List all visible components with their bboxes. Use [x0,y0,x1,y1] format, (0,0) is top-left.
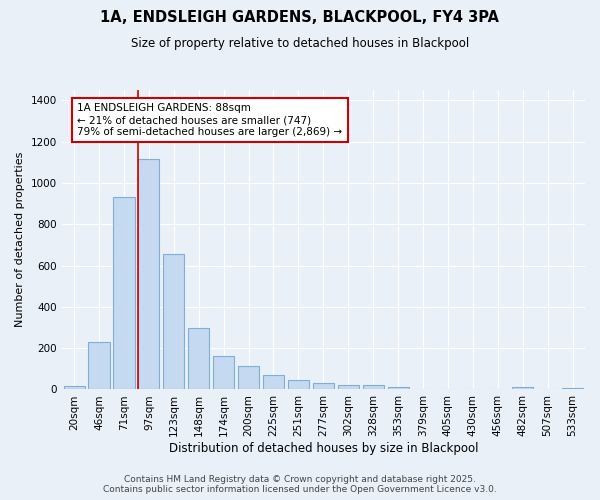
Bar [113,198,134,390]
Bar [64,386,85,390]
Bar [512,388,533,390]
Bar [213,356,234,390]
Bar [163,254,184,390]
Bar [263,375,284,390]
Bar [138,159,160,390]
Text: 1A ENDSLEIGH GARDENS: 88sqm
← 21% of detached houses are smaller (747)
79% of se: 1A ENDSLEIGH GARDENS: 88sqm ← 21% of det… [77,104,343,136]
Bar [338,386,359,390]
Bar [562,388,583,390]
Text: 1A, ENDSLEIGH GARDENS, BLACKPOOL, FY4 3PA: 1A, ENDSLEIGH GARDENS, BLACKPOOL, FY4 3P… [101,10,499,25]
Bar [313,384,334,390]
Bar [388,386,409,390]
Bar [188,328,209,390]
Y-axis label: Number of detached properties: Number of detached properties [15,152,25,328]
Text: Size of property relative to detached houses in Blackpool: Size of property relative to detached ho… [131,38,469,51]
Bar [362,386,384,390]
Bar [238,366,259,390]
Bar [88,342,110,390]
X-axis label: Distribution of detached houses by size in Blackpool: Distribution of detached houses by size … [169,442,478,455]
Text: Contains HM Land Registry data © Crown copyright and database right 2025.
Contai: Contains HM Land Registry data © Crown c… [103,474,497,494]
Bar [288,380,309,390]
